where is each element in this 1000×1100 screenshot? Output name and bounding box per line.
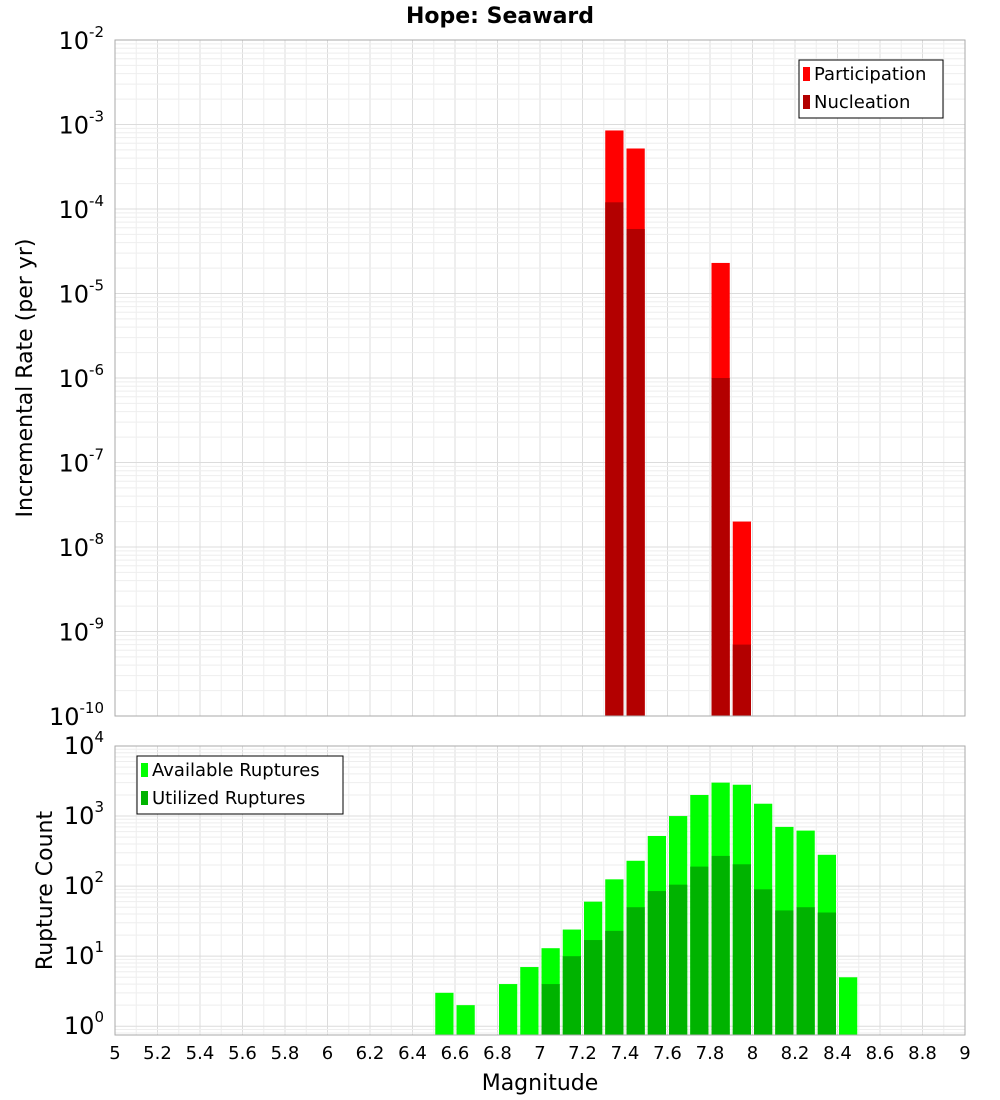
x-axis-ticks: 5 5.2 5.4 5.6 5.8 6 6.2 6.4 6.6 6.8 7 7.2 7.4 7.6 7.8 8…	[109, 1043, 970, 1064]
x-tick-label: 7.4	[611, 1043, 640, 1064]
y-tick-label: 10-9	[58, 615, 104, 647]
y-tick-label: 104	[64, 728, 104, 760]
legend-label: Participation	[814, 64, 926, 85]
y-tick-label: 10-6	[58, 361, 104, 393]
x-tick-label: 8.4	[823, 1043, 852, 1064]
x-tick-label: 6.2	[356, 1043, 385, 1064]
bar-available-ruptures	[435, 992, 454, 1035]
y-tick-label: 10-4	[58, 192, 104, 224]
rate-plot-grid	[114, 39, 966, 717]
chart-title: Hope: Seaward	[406, 4, 594, 29]
legend-label: Nucleation	[814, 92, 910, 113]
bar-nucleation	[711, 378, 730, 716]
y-tick-label: 10-7	[58, 446, 104, 478]
y-tick-label: 10-3	[58, 108, 104, 140]
x-tick-label: 9	[959, 1043, 970, 1064]
rate-plot-bars	[605, 130, 751, 717]
y-tick-label: 100	[64, 1008, 104, 1040]
bar-utilized-ruptures	[732, 864, 751, 1035]
bar-utilized-ruptures	[584, 940, 603, 1035]
x-tick-label: 7.6	[653, 1043, 682, 1064]
bar-available-ruptures	[520, 967, 539, 1035]
bar-utilized-ruptures	[796, 907, 815, 1035]
legend-box	[798, 59, 944, 119]
bar-available-ruptures	[839, 977, 858, 1035]
bar-available-ruptures	[456, 1005, 475, 1035]
bar-utilized-ruptures	[754, 889, 773, 1035]
y-tick-label: 10-2	[58, 23, 104, 55]
rate-plot-legend: Participation Nucleation	[798, 59, 944, 119]
y-tick-label: 103	[64, 798, 104, 830]
x-tick-label: 5	[109, 1043, 120, 1064]
bar-available-ruptures	[499, 984, 518, 1035]
y-tick-label: 10-5	[58, 277, 104, 309]
legend-swatch	[803, 67, 810, 81]
x-tick-label: 7.2	[568, 1043, 597, 1064]
y-tick-label: 102	[64, 868, 104, 900]
rate-plot-y-ticks: 10-2 10-3 10-4 10-5 10-6 10-7 10-8 10-9 10-10	[49, 23, 104, 731]
bar-utilized-ruptures	[690, 866, 709, 1035]
y-tick-label: 10-8	[58, 530, 104, 562]
x-tick-label: 8.2	[781, 1043, 810, 1064]
bar-utilized-ruptures	[775, 910, 794, 1035]
bar-utilized-ruptures	[541, 984, 560, 1035]
x-tick-label: 5.6	[228, 1043, 257, 1064]
x-tick-label: 5.2	[143, 1043, 172, 1064]
y-tick-label: 10-10	[49, 699, 104, 731]
x-tick-label: 8	[747, 1043, 758, 1064]
bar-utilized-ruptures	[605, 930, 624, 1035]
rupture-count-y-axis-label: Rupture Count	[33, 811, 58, 971]
rate-plot-panel: 10-2 10-3 10-4 10-5 10-6 10-7 10-8 10-9 10-10 In…	[13, 23, 966, 731]
legend-swatch	[141, 763, 148, 777]
rupture-count-legend: Available Ruptures Utilized Ruptures	[136, 755, 344, 815]
rupture-count-y-ticks: 104 103 102 101 100	[64, 728, 104, 1040]
x-tick-label: 6	[322, 1043, 333, 1064]
legend-swatch	[803, 95, 810, 109]
x-tick-label: 6.8	[483, 1043, 512, 1064]
bar-utilized-ruptures	[669, 884, 688, 1035]
legend-label: Available Ruptures	[152, 760, 320, 781]
x-tick-label: 6.4	[398, 1043, 427, 1064]
rupture-count-frame	[114, 745, 966, 1036]
x-tick-label: 5.4	[186, 1043, 215, 1064]
bar-nucleation	[626, 228, 645, 716]
bar-utilized-ruptures	[626, 907, 645, 1035]
bar-utilized-ruptures	[562, 956, 581, 1035]
legend-label: Utilized Ruptures	[152, 788, 305, 809]
rate-plot-y-axis-label: Incremental Rate (per yr)	[13, 239, 38, 518]
x-tick-label: 8.8	[908, 1043, 937, 1064]
x-tick-label: 7.8	[696, 1043, 725, 1064]
legend-swatch	[141, 791, 148, 805]
bar-utilized-ruptures	[647, 891, 666, 1035]
x-axis-label: Magnitude	[482, 1071, 599, 1096]
rupture-count-panel: 104 103 102 101 100 Rupture Count Available …	[33, 728, 966, 1040]
legend-box	[136, 755, 344, 815]
bar-utilized-ruptures	[711, 855, 730, 1035]
x-tick-label: 5.8	[271, 1043, 300, 1064]
y-tick-label: 101	[64, 938, 104, 970]
rate-plot-frame	[114, 39, 966, 717]
x-tick-label: 6.6	[441, 1043, 470, 1064]
bar-nucleation	[732, 644, 751, 716]
x-tick-label: 7	[534, 1043, 545, 1064]
x-tick-label: 8.6	[866, 1043, 895, 1064]
rupture-count-bars	[435, 782, 858, 1035]
bar-utilized-ruptures	[817, 912, 836, 1035]
bar-nucleation	[605, 202, 624, 716]
